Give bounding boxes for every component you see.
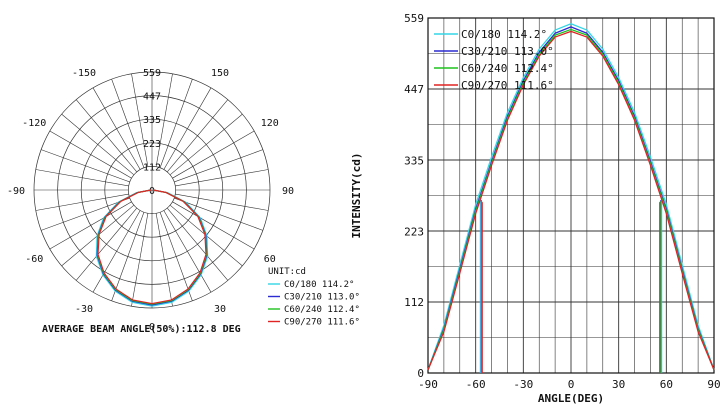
y-tick-label: 0 (417, 367, 424, 380)
polar-spoke (166, 207, 229, 281)
polar-spoke (175, 169, 269, 187)
polar-angle-label: 120 (261, 118, 279, 129)
y-tick-label: 112 (404, 296, 424, 309)
x-tick-label: 0 (568, 378, 575, 391)
polar-spoke (175, 193, 269, 211)
polar-legend-label-c0: C0/180 114.2° (284, 280, 354, 290)
x-tick-label: -90 (418, 378, 438, 391)
polar-spoke (131, 213, 149, 307)
legend-label-c30: C30/210 113.0° (461, 45, 554, 58)
polar-radial-tick-label: 335 (143, 115, 161, 126)
polar-spoke (111, 79, 145, 168)
polar-angle-label: 90 (282, 186, 294, 197)
polar-spoke (92, 87, 141, 170)
polar-spoke (75, 207, 138, 281)
polar-radial-tick-label: 112 (143, 162, 161, 173)
line-series-c90 (427, 30, 715, 371)
polar-spoke (172, 130, 255, 179)
polar-spoke (92, 210, 141, 293)
legend-label-c90: C90/270 111.6° (461, 79, 554, 92)
polar-radial-tick-label: 0 (149, 186, 155, 197)
polar-angle-label: 150 (211, 68, 229, 79)
polar-spoke (155, 213, 173, 307)
polar-angle-label: -90 (7, 186, 25, 197)
polar-angle-label: 30 (214, 304, 226, 315)
polar-series-c90 (97, 189, 207, 305)
x-tick-label: 90 (707, 378, 720, 391)
polar-spoke (49, 201, 132, 250)
polar-spoke (131, 73, 149, 167)
x-tick-label: 30 (612, 378, 625, 391)
polar-grid (33, 71, 271, 309)
line-series-c60 (427, 28, 715, 371)
polar-spoke (174, 149, 263, 183)
polar-angle-label: 60 (264, 254, 276, 265)
polar-legend-label-c30: C30/210 113.0° (284, 293, 360, 303)
y-tick-label: 223 (404, 225, 424, 238)
polar-series-c0 (95, 189, 209, 307)
polar-angle-label: -150 (72, 68, 96, 79)
polar-chart: 0 112 223 335 447 559 0 30 60 90 120 150 -30 -60 -90 -1… (7, 68, 360, 335)
polar-spoke (163, 210, 212, 293)
x-tick-label: -30 (513, 378, 533, 391)
plot-frame (427, 17, 715, 374)
polar-spoke (169, 113, 243, 176)
polar-spoke (75, 99, 138, 173)
polar-spoke (163, 87, 212, 170)
polar-spoke (159, 79, 193, 168)
polar-radial-tick-label: 559 (143, 68, 161, 79)
average-beam-angle-text: AVERAGE BEAM ANGLE(50%):112.8 DEG (42, 324, 241, 335)
y-tick-label: 447 (404, 83, 424, 96)
polar-spoke (35, 169, 129, 187)
x-tick-label: 60 (660, 378, 673, 391)
line-series-c0 (427, 23, 715, 371)
polar-angle-label: -120 (22, 118, 46, 129)
polar-spoke (35, 193, 129, 211)
polar-spoke (49, 130, 132, 179)
polar-spoke (155, 73, 173, 167)
polar-angle-label: 0 (149, 322, 155, 333)
legend-label-c60: C60/240 112.4° (461, 62, 554, 75)
polar-radial-tick-label: 447 (143, 92, 161, 103)
polar-angle-label: -60 (25, 254, 43, 265)
y-tick-label: 335 (404, 154, 424, 167)
polar-spoke (166, 99, 229, 173)
polar-radial-tick-label: 223 (143, 139, 161, 150)
x-tick-label: -60 (466, 378, 486, 391)
polar-spoke (111, 212, 145, 301)
intensity-line-chart: -90 -60 -30 0 30 60 90 0 112 223 335 447 559 ANGLE(DE… (350, 12, 721, 405)
polar-spoke (41, 149, 130, 183)
polar-spoke (41, 197, 130, 231)
polar-legend-label-c90: C90/270 111.6° (284, 318, 360, 328)
y-tick-label: 559 (404, 12, 424, 25)
polar-angle-label: -30 (75, 304, 93, 315)
polar-spoke (172, 201, 255, 250)
legend-label-c0: C0/180 114.2° (461, 28, 547, 41)
polar-legend-label-c60: C60/240 112.4° (284, 305, 360, 315)
polar-spoke (174, 197, 263, 231)
polar-spoke (61, 113, 135, 176)
x-axis-label: ANGLE(DEG) (538, 392, 604, 405)
y-axis-label: INTENSITY(cd) (350, 152, 363, 238)
polar-spoke (159, 212, 193, 301)
unit-label: UNIT:cd (268, 267, 306, 277)
